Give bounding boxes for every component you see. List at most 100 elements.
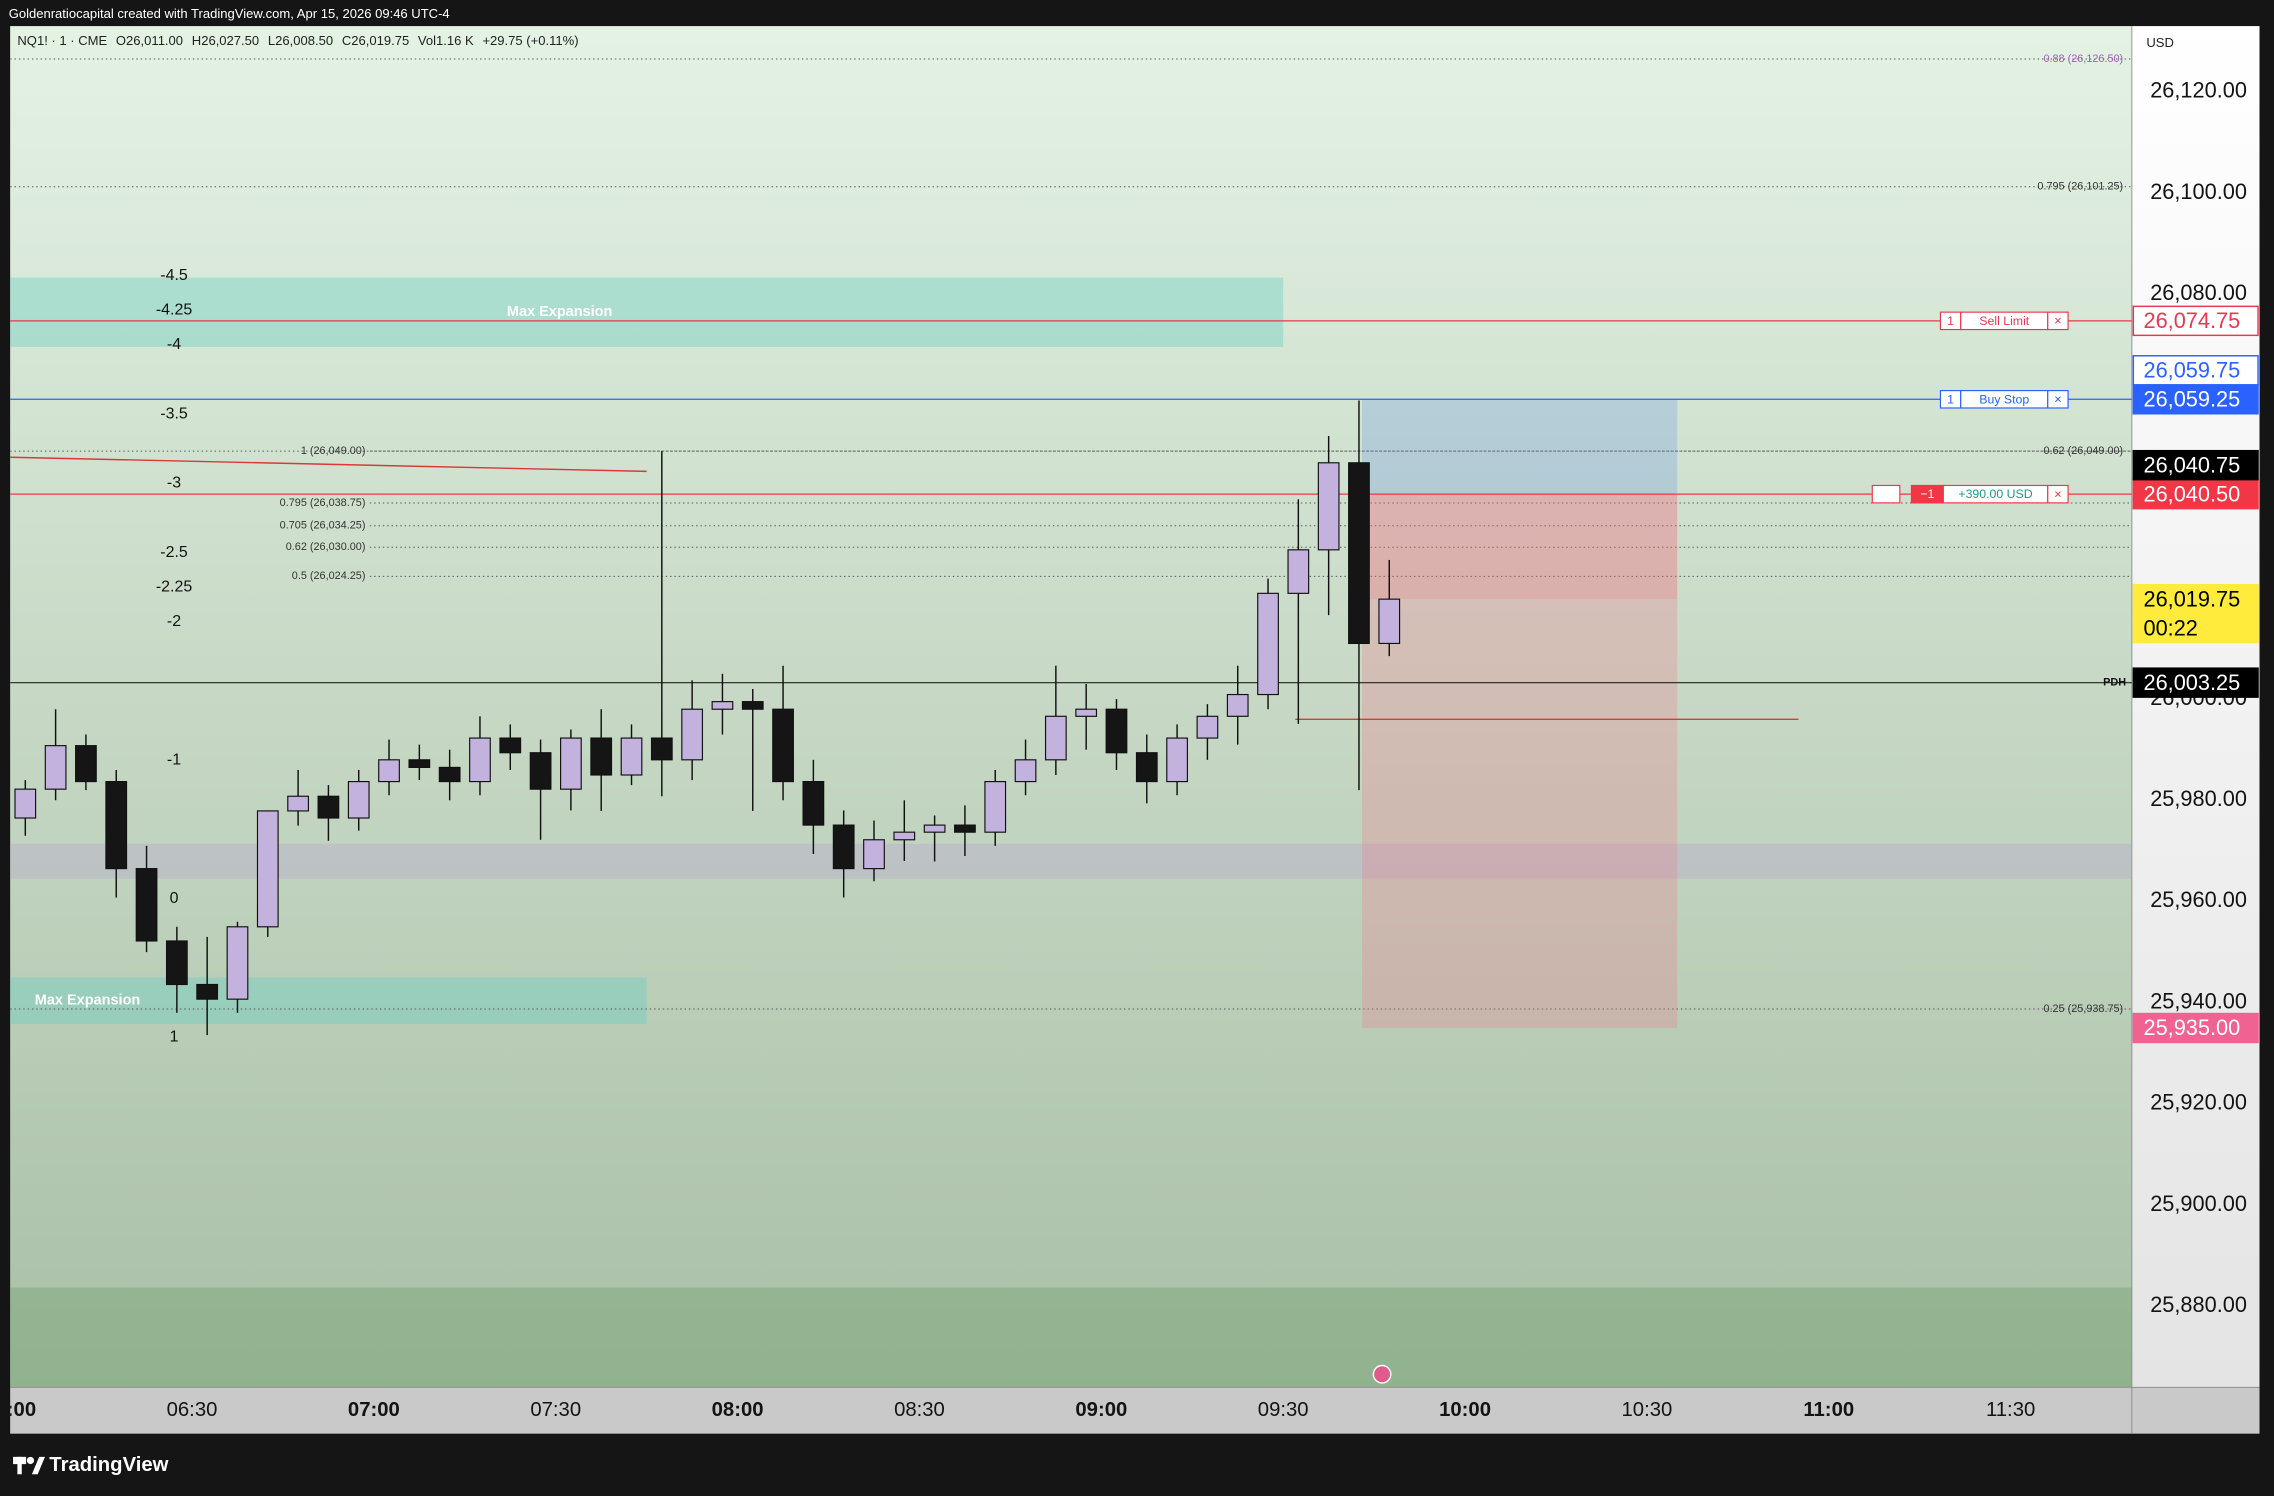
zone [10,977,647,1024]
candle-body [347,780,370,819]
candle-body [1105,708,1128,754]
x-tick-label: 10:30 [1622,1399,1673,1421]
symbol: NQ1! · 1 · CME [17,33,107,48]
x-tick-label: 07:30 [530,1399,581,1421]
order-label: Sell Limit [1979,314,2030,328]
zone [10,277,1284,347]
order-qty: −1 [1920,487,1934,501]
candle-body [590,737,613,776]
order-qty: 1 [1947,314,1954,328]
candle-body [832,824,855,870]
candle-body [984,780,1007,833]
candle-body [1378,598,1401,645]
candle-body [1014,759,1037,783]
logo-part [26,1456,35,1465]
candle-body [135,868,158,942]
price-label: 26,059.25 [2143,386,2240,411]
logo-part [17,1456,22,1475]
x-axis: 06:00 06:30 07:00 07:30 08:00 08:30 09:00 09:30… [10,1399,2035,1421]
position-pnl [1361,494,1678,600]
position-target [1361,399,1678,495]
std-level: -4.5 [160,267,188,284]
candle-body [44,745,67,790]
x-tick-label: 11:30 [1986,1399,2035,1421]
fib-label: 0.62 (26,049.00) [2043,445,2123,457]
candle-body [469,737,491,783]
candle-body [408,759,431,768]
legend-value: O26,011.00 [116,33,183,48]
price-label-box [2132,305,2259,337]
price-label: 26,074.75 [2143,308,2240,333]
std-level: -2.25 [156,578,192,595]
price-axis [2131,26,2260,1388]
candle-body [75,745,97,783]
currency: USD [2146,35,2174,50]
position-stop [1361,494,1678,1029]
event-icon[interactable] [1372,1364,1392,1384]
price-label: 26,040.75 [2143,452,2240,477]
order-close-box[interactable] [2047,311,2069,331]
price-label-box [2132,449,2259,481]
fib-label: 0.62 (26,030.00) [286,541,366,553]
candle-body [1348,462,1370,645]
zone-label: Max Expansion [35,993,140,1009]
trend-line [10,456,647,473]
price-label-box [2132,1012,2259,1044]
candle-body [560,737,582,790]
order-close-box[interactable] [2047,390,2069,409]
y-tick-label: 25,880.00 [2150,1292,2247,1317]
order-label: +390.00 USD [1958,487,2032,501]
x-tick-label: 06:30 [167,1399,218,1421]
candle-body [802,780,825,826]
candle-body [1075,708,1098,717]
candle-body [923,824,946,833]
fib-label: 0.25 (25,938.75) [2043,1003,2123,1015]
price-label: 25,935.00 [2143,1015,2240,1040]
candle-body [196,983,219,1000]
y-tick-label: 25,960.00 [2150,887,2247,912]
fib-label: 0.88 (26,126.50) [2043,53,2123,65]
candle-body [772,708,794,783]
candle-body [105,780,128,870]
candle-body [287,795,309,812]
price-countdown: 00:22 [2143,615,2197,640]
x-tick-label: 08:00 [712,1399,764,1421]
x-tick-label: 09:00 [1075,1399,1127,1421]
order-close[interactable]: × [2054,486,2062,501]
footer-logo [13,1456,45,1475]
std-level: -2 [167,613,181,630]
zone-label: Max Expansion [507,304,612,320]
y-tick-label: 25,920.00 [2150,1090,2247,1115]
plot: Max Expansion Max Expansion [10,58,2132,1388]
x-tick-label: 07:00 [348,1399,400,1421]
order-label: Buy Stop [1979,392,2029,406]
fib-label: 1 (26,049.00) [301,445,366,457]
footer-brand: TradingView [49,1454,168,1476]
std-level: -3 [167,475,181,492]
price-label: 26,040.50 [2143,481,2240,506]
price-label-box [2132,384,2259,415]
candle-body [165,940,188,986]
candle-body [499,737,522,754]
price-tag: PDH [2103,677,2126,689]
candle-body [1317,462,1340,551]
y-tick-label: 26,100.00 [2150,179,2247,204]
fib-label: 0.795 (26,038.75) [280,497,366,509]
y-tick-label: 25,900.00 [2150,1191,2247,1216]
order-close-box[interactable] [2047,484,2069,504]
x-tick-label: 11:00 [1803,1399,1854,1421]
candle-body [954,824,976,833]
candle-body [650,737,673,761]
candle-body [741,701,764,710]
order-close[interactable]: × [2054,313,2062,328]
price-label-box [2132,583,2259,644]
candle-body [1044,715,1067,761]
candle-body [1135,752,1158,783]
order-close[interactable]: × [2054,391,2062,406]
candle-body [1196,715,1219,739]
candle-body [1166,737,1188,783]
zone [10,843,2132,879]
candle-body [681,708,704,761]
time-axis [10,1387,2260,1434]
